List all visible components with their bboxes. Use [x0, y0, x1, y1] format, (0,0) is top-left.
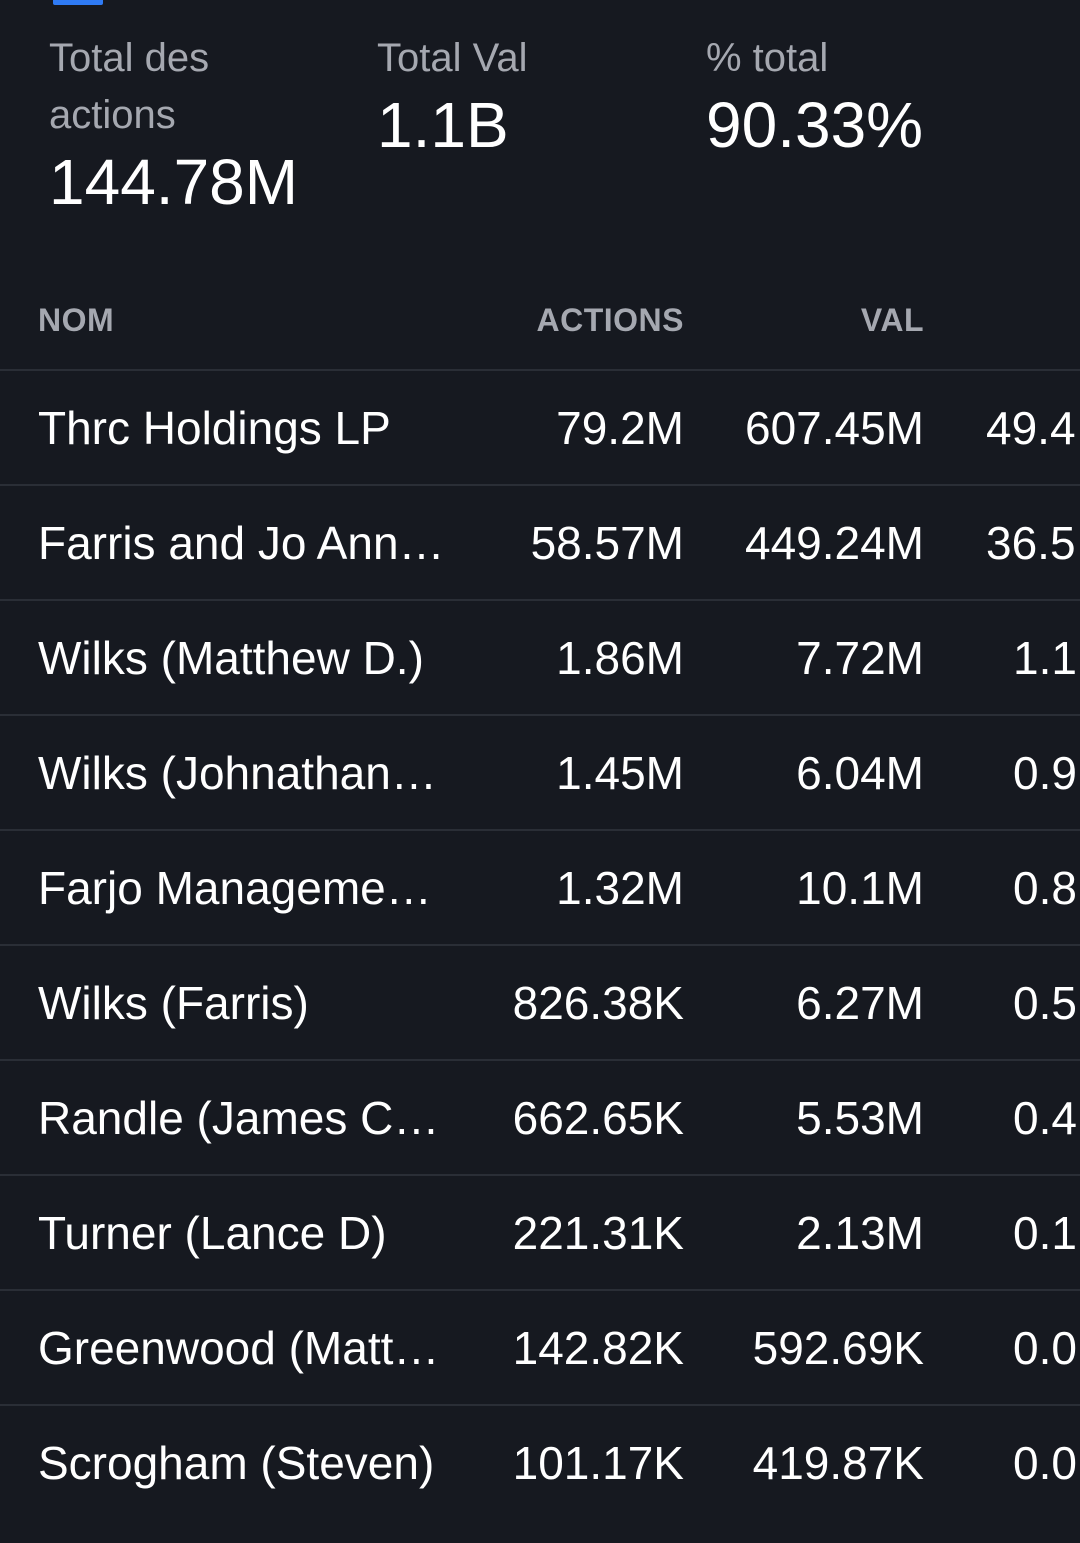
- table-row[interactable]: Farris and Jo Ann… 58.57M 449.24M 36.5: [0, 486, 1080, 601]
- holder-name: Wilks (Matthew D.): [38, 632, 424, 684]
- holder-actions: 1.45M: [556, 747, 684, 799]
- holder-val: 419.87K: [752, 1437, 924, 1489]
- stat-total-val-value: 1.1B: [377, 89, 509, 161]
- table-row[interactable]: Wilks (Matthew D.) 1.86M 7.72M 1.1: [0, 601, 1080, 716]
- holder-name: Randle (James C…: [38, 1092, 440, 1144]
- holder-pct: 0.9: [1013, 747, 1077, 799]
- holder-val: 6.04M: [796, 747, 924, 799]
- holder-val: 10.1M: [796, 862, 924, 914]
- holder-actions: 58.57M: [530, 517, 684, 569]
- stat-pct-total-label: % total: [706, 36, 829, 80]
- stat-total-shares-label: Total des actions: [49, 36, 210, 137]
- holder-val: 607.45M: [744, 402, 924, 454]
- stat-total-shares-value: 144.78M: [49, 146, 299, 218]
- holder-pct: 0.4: [1013, 1092, 1077, 1144]
- holder-actions: 142.82K: [512, 1322, 684, 1374]
- stat-total-val-label: Total Val: [377, 36, 528, 80]
- holder-actions: 826.38K: [512, 977, 684, 1029]
- holder-actions: 662.65K: [512, 1092, 684, 1144]
- summary-stats: Total des actions 144.78M Total Val 1.1B…: [0, 30, 1080, 230]
- stat-pct-total-value: 90.33%: [706, 89, 924, 161]
- table-row[interactable]: Randle (James C… 662.65K 5.53M 0.4: [0, 1061, 1080, 1176]
- table-row[interactable]: Wilks (Johnathan… 1.45M 6.04M 0.9: [0, 716, 1080, 831]
- holder-val: 6.27M: [796, 977, 924, 1029]
- header-name[interactable]: NOM: [38, 302, 115, 338]
- table-row[interactable]: Farjo Manageme… 1.32M 10.1M 0.8: [0, 831, 1080, 946]
- holder-name: Scrogham (Steven): [38, 1437, 435, 1489]
- holder-val: 592.69K: [752, 1322, 924, 1374]
- holder-val: 5.53M: [796, 1092, 924, 1144]
- holder-actions: 79.2M: [556, 402, 684, 454]
- holder-pct: 1.1: [1013, 632, 1077, 684]
- holder-actions: 1.32M: [556, 862, 684, 914]
- table-row[interactable]: Greenwood (Matt… 142.82K 592.69K 0.0: [0, 1291, 1080, 1406]
- stat-total-val: Total Val 1.1B: [377, 30, 527, 163]
- table-row[interactable]: Turner (Lance D) 221.31K 2.13M 0.1: [0, 1176, 1080, 1291]
- holder-pct: 36.5: [986, 517, 1076, 569]
- holder-pct: 0.1: [1013, 1207, 1077, 1259]
- holder-name: Wilks (Farris): [38, 977, 309, 1029]
- table-header: NOM ACTIONS VAL: [0, 280, 1080, 371]
- holder-pct: 0.5: [1013, 977, 1077, 1029]
- table-row[interactable]: Scrogham (Steven) 101.17K 419.87K 0.0: [0, 1406, 1080, 1519]
- holder-val: 7.72M: [796, 632, 924, 684]
- table-row[interactable]: Thrc Holdings LP 79.2M 607.45M 49.4: [0, 371, 1080, 486]
- active-tab-indicator: [53, 0, 103, 5]
- header-actions[interactable]: ACTIONS: [536, 302, 684, 338]
- holder-actions: 221.31K: [512, 1207, 684, 1259]
- table-row[interactable]: Wilks (Farris) 826.38K 6.27M 0.5: [0, 946, 1080, 1061]
- holder-val: 2.13M: [796, 1207, 924, 1259]
- holder-actions: 101.17K: [512, 1437, 684, 1489]
- header-val[interactable]: VAL: [860, 302, 924, 338]
- holder-pct: 0.0: [1013, 1437, 1077, 1489]
- holder-pct: 0.0: [1013, 1322, 1077, 1374]
- holder-pct: 49.4: [986, 402, 1076, 454]
- holders-table: NOM ACTIONS VAL Thrc Holdings LP 79.2M 6…: [0, 280, 1080, 1519]
- stat-pct-total: % total 90.33%: [706, 30, 923, 163]
- holder-name: Greenwood (Matt…: [38, 1322, 440, 1374]
- holder-actions: 1.86M: [556, 632, 684, 684]
- holder-pct: 0.8: [1013, 862, 1077, 914]
- holder-name: Turner (Lance D): [38, 1207, 387, 1259]
- holder-val: 449.24M: [744, 517, 924, 569]
- holder-name: Farris and Jo Ann…: [38, 517, 445, 569]
- holder-name: Thrc Holdings LP: [38, 402, 391, 454]
- holder-name: Farjo Manageme…: [38, 862, 432, 914]
- stat-total-shares: Total des actions 144.78M: [49, 30, 329, 220]
- holder-name: Wilks (Johnathan…: [38, 747, 437, 799]
